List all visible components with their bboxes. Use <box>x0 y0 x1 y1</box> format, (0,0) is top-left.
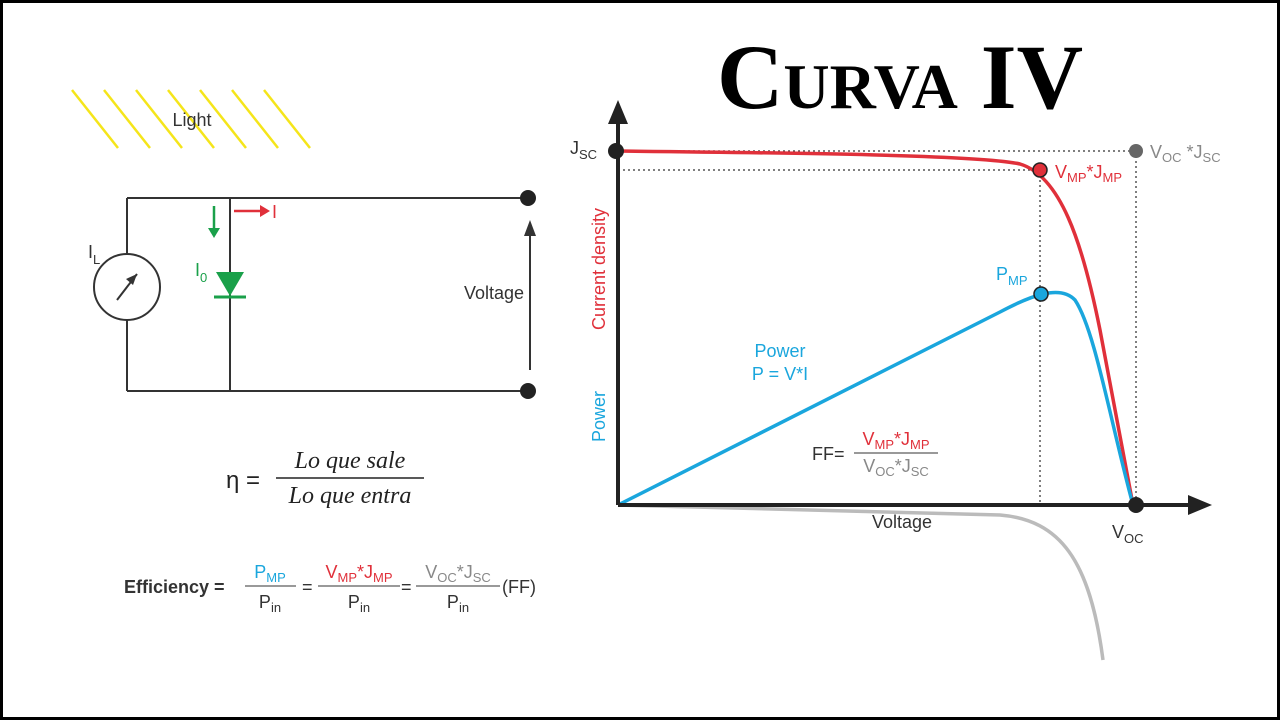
sub: MP <box>373 570 393 585</box>
base: J <box>570 138 579 158</box>
mid: *J <box>1182 142 1203 162</box>
power-curve <box>617 290 1135 507</box>
base: P <box>259 592 271 612</box>
sub: MP <box>1008 273 1028 288</box>
base: P <box>996 264 1008 284</box>
sub: OC <box>1162 150 1182 165</box>
v: V <box>1150 142 1162 162</box>
voc-point <box>1128 497 1144 513</box>
diode <box>216 272 244 296</box>
dark-curve <box>617 503 1105 661</box>
y-label-power: Power <box>589 391 609 442</box>
base: P <box>348 592 360 612</box>
y-axis-head <box>608 100 628 124</box>
equals: = <box>302 577 313 597</box>
sub: 0 <box>200 270 207 285</box>
jsc-point <box>608 143 624 159</box>
sub: OC <box>437 570 457 585</box>
sub: MP <box>338 570 358 585</box>
f1-den: Pin <box>259 592 281 615</box>
x-axis-head <box>1188 495 1212 515</box>
v: V <box>1055 162 1067 182</box>
sub: in <box>459 600 469 615</box>
voltage-arrow <box>524 220 536 236</box>
f1-num: PMP <box>254 562 286 585</box>
ff-lhs: FF= <box>812 444 845 464</box>
light-label: Light <box>172 110 211 130</box>
sub: MP <box>910 437 930 452</box>
sub: MP <box>1103 170 1123 185</box>
base: I <box>88 242 93 262</box>
mp-point <box>1032 162 1048 178</box>
sub: SC <box>1203 150 1221 165</box>
sub: SC <box>579 147 597 162</box>
sub: OC <box>875 464 895 479</box>
equals: = <box>401 577 412 597</box>
sub: L <box>93 252 100 267</box>
ff-num: VMP*JMP <box>862 429 929 452</box>
source-label: IL <box>88 242 100 267</box>
sub: MP <box>1067 170 1087 185</box>
f3-num: VOC*JSC <box>425 562 491 585</box>
pmp-point <box>1033 286 1049 302</box>
sub: OC <box>1124 531 1144 546</box>
f2-num: VMP*JMP <box>325 562 392 585</box>
ff: (FF) <box>502 577 536 597</box>
eta-numerator: Lo que sale <box>294 448 406 474</box>
sub: SC <box>911 464 929 479</box>
mid: *J <box>357 562 373 582</box>
sub: SC <box>473 570 491 585</box>
v: V <box>863 456 875 476</box>
eta-denominator: Lo que entra <box>288 483 412 509</box>
f3-den: Pin <box>447 592 469 615</box>
y-label-current: Current density <box>589 208 609 330</box>
terminal <box>520 383 536 399</box>
diode-label: I0 <box>195 260 207 285</box>
power-formula: P = V*I <box>752 364 808 384</box>
base: V <box>1112 522 1124 542</box>
voc-label: VOC <box>1112 522 1144 546</box>
iv-curve <box>617 149 1135 506</box>
mid: *J <box>1087 162 1103 182</box>
voltage-label: Voltage <box>464 283 524 303</box>
pmp-label: PMP <box>996 264 1028 288</box>
circuit-wires <box>93 197 531 392</box>
base: P <box>254 562 266 582</box>
eta-lhs: η = <box>226 467 260 494</box>
diode-current-head <box>208 228 220 238</box>
mid: *J <box>895 456 911 476</box>
base: P <box>447 592 459 612</box>
jsc-label: JSC <box>570 138 597 162</box>
mid: *J <box>457 562 473 582</box>
current-head <box>260 205 270 217</box>
meter-needle <box>126 274 137 285</box>
ff-den: VOC*JSC <box>863 456 929 479</box>
sub: in <box>360 600 370 615</box>
max-point <box>1129 144 1143 158</box>
v: V <box>862 429 874 449</box>
x-label: Voltage <box>872 512 932 532</box>
base: I <box>195 260 200 280</box>
power-label: Power <box>754 341 805 361</box>
title: Curva IV <box>717 26 1083 128</box>
light-rays <box>71 89 311 149</box>
v: V <box>325 562 337 582</box>
v: V <box>425 562 437 582</box>
terminal <box>520 190 536 206</box>
current-label: I <box>272 202 277 222</box>
f2-den: Pin <box>348 592 370 615</box>
mid: *J <box>894 429 910 449</box>
mp-label: VMP*JMP <box>1055 162 1122 185</box>
sub: in <box>271 600 281 615</box>
max-label: VOC *JSC <box>1150 142 1221 165</box>
sub: MP <box>875 437 895 452</box>
efficiency-label: Efficiency = <box>124 577 225 597</box>
sub: MP <box>266 570 286 585</box>
